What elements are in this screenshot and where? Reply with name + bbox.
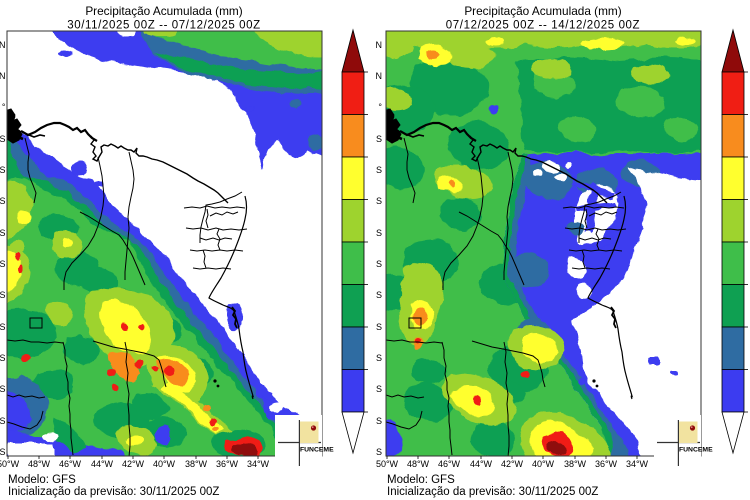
svg-text:Precipitação Acumulada (mm): Precipitação Acumulada (mm) [85,4,242,18]
svg-text:S: S [0,134,6,144]
svg-text:S: S [376,290,382,300]
svg-text:Inicialização da previsão: 30/: Inicialização da previsão: 30/11/2025 00… [8,486,219,498]
svg-text:36°W: 36°W [595,459,618,469]
svg-text:48°W: 48°W [28,459,51,469]
svg-text:42°W: 42°W [501,459,524,469]
svg-text:S: S [376,322,382,332]
svg-text:44°W: 44°W [91,459,114,469]
svg-text:Modelo: GFS: Modelo: GFS [387,474,455,486]
svg-text:34°W: 34°W [626,459,649,469]
svg-text:Modelo: GFS: Modelo: GFS [8,474,76,486]
svg-text:S: S [0,196,6,206]
svg-text:30/11/2025 00Z -- 07/12/2025 0: 30/11/2025 00Z -- 07/12/2025 00Z [67,20,261,32]
svg-text:N: N [376,40,383,50]
svg-text:S: S [376,384,382,394]
svg-text:°: ° [378,102,382,112]
svg-text:°: ° [2,102,6,112]
svg-text:50°W: 50°W [0,459,20,469]
svg-text:S: S [0,165,6,175]
svg-text:N: N [0,40,6,50]
svg-text:S: S [376,447,382,457]
svg-text:S: S [0,290,6,300]
svg-text:S: S [0,259,6,269]
svg-text:S: S [0,228,6,238]
svg-text:50°W: 50°W [376,459,399,469]
svg-text:36°W: 36°W [216,459,239,469]
svg-text:34°W: 34°W [247,459,270,469]
svg-text:S: S [0,416,6,426]
svg-text:46°W: 46°W [438,459,461,469]
svg-text:S: S [376,353,382,363]
svg-text:S: S [376,165,382,175]
svg-text:S: S [376,259,382,269]
svg-text:40°W: 40°W [532,459,555,469]
svg-text:48°W: 48°W [407,459,430,469]
svg-text:40°W: 40°W [153,459,176,469]
svg-text:FUNCEME: FUNCEME [300,447,334,454]
svg-text:N: N [376,71,383,81]
svg-text:S: S [0,384,6,394]
svg-text:S: S [376,134,382,144]
svg-text:S: S [0,353,6,363]
svg-text:44°W: 44°W [470,459,493,469]
svg-text:S: S [0,447,6,457]
svg-text:N: N [0,71,6,81]
svg-text:S: S [0,322,6,332]
svg-text:Precipitação Acumulada (mm): Precipitação Acumulada (mm) [464,4,621,18]
svg-text:38°W: 38°W [564,459,587,469]
svg-text:07/12/2025 00Z -- 14/12/2025 0: 07/12/2025 00Z -- 14/12/2025 00Z [446,20,640,32]
svg-text:S: S [376,228,382,238]
svg-text:46°W: 46°W [59,459,82,469]
svg-text:S: S [376,416,382,426]
svg-text:Inicialização da previsão: 30/: Inicialização da previsão: 30/11/2025 00… [387,486,598,498]
svg-text:S: S [376,196,382,206]
svg-text:38°W: 38°W [185,459,208,469]
svg-text:42°W: 42°W [122,459,145,469]
